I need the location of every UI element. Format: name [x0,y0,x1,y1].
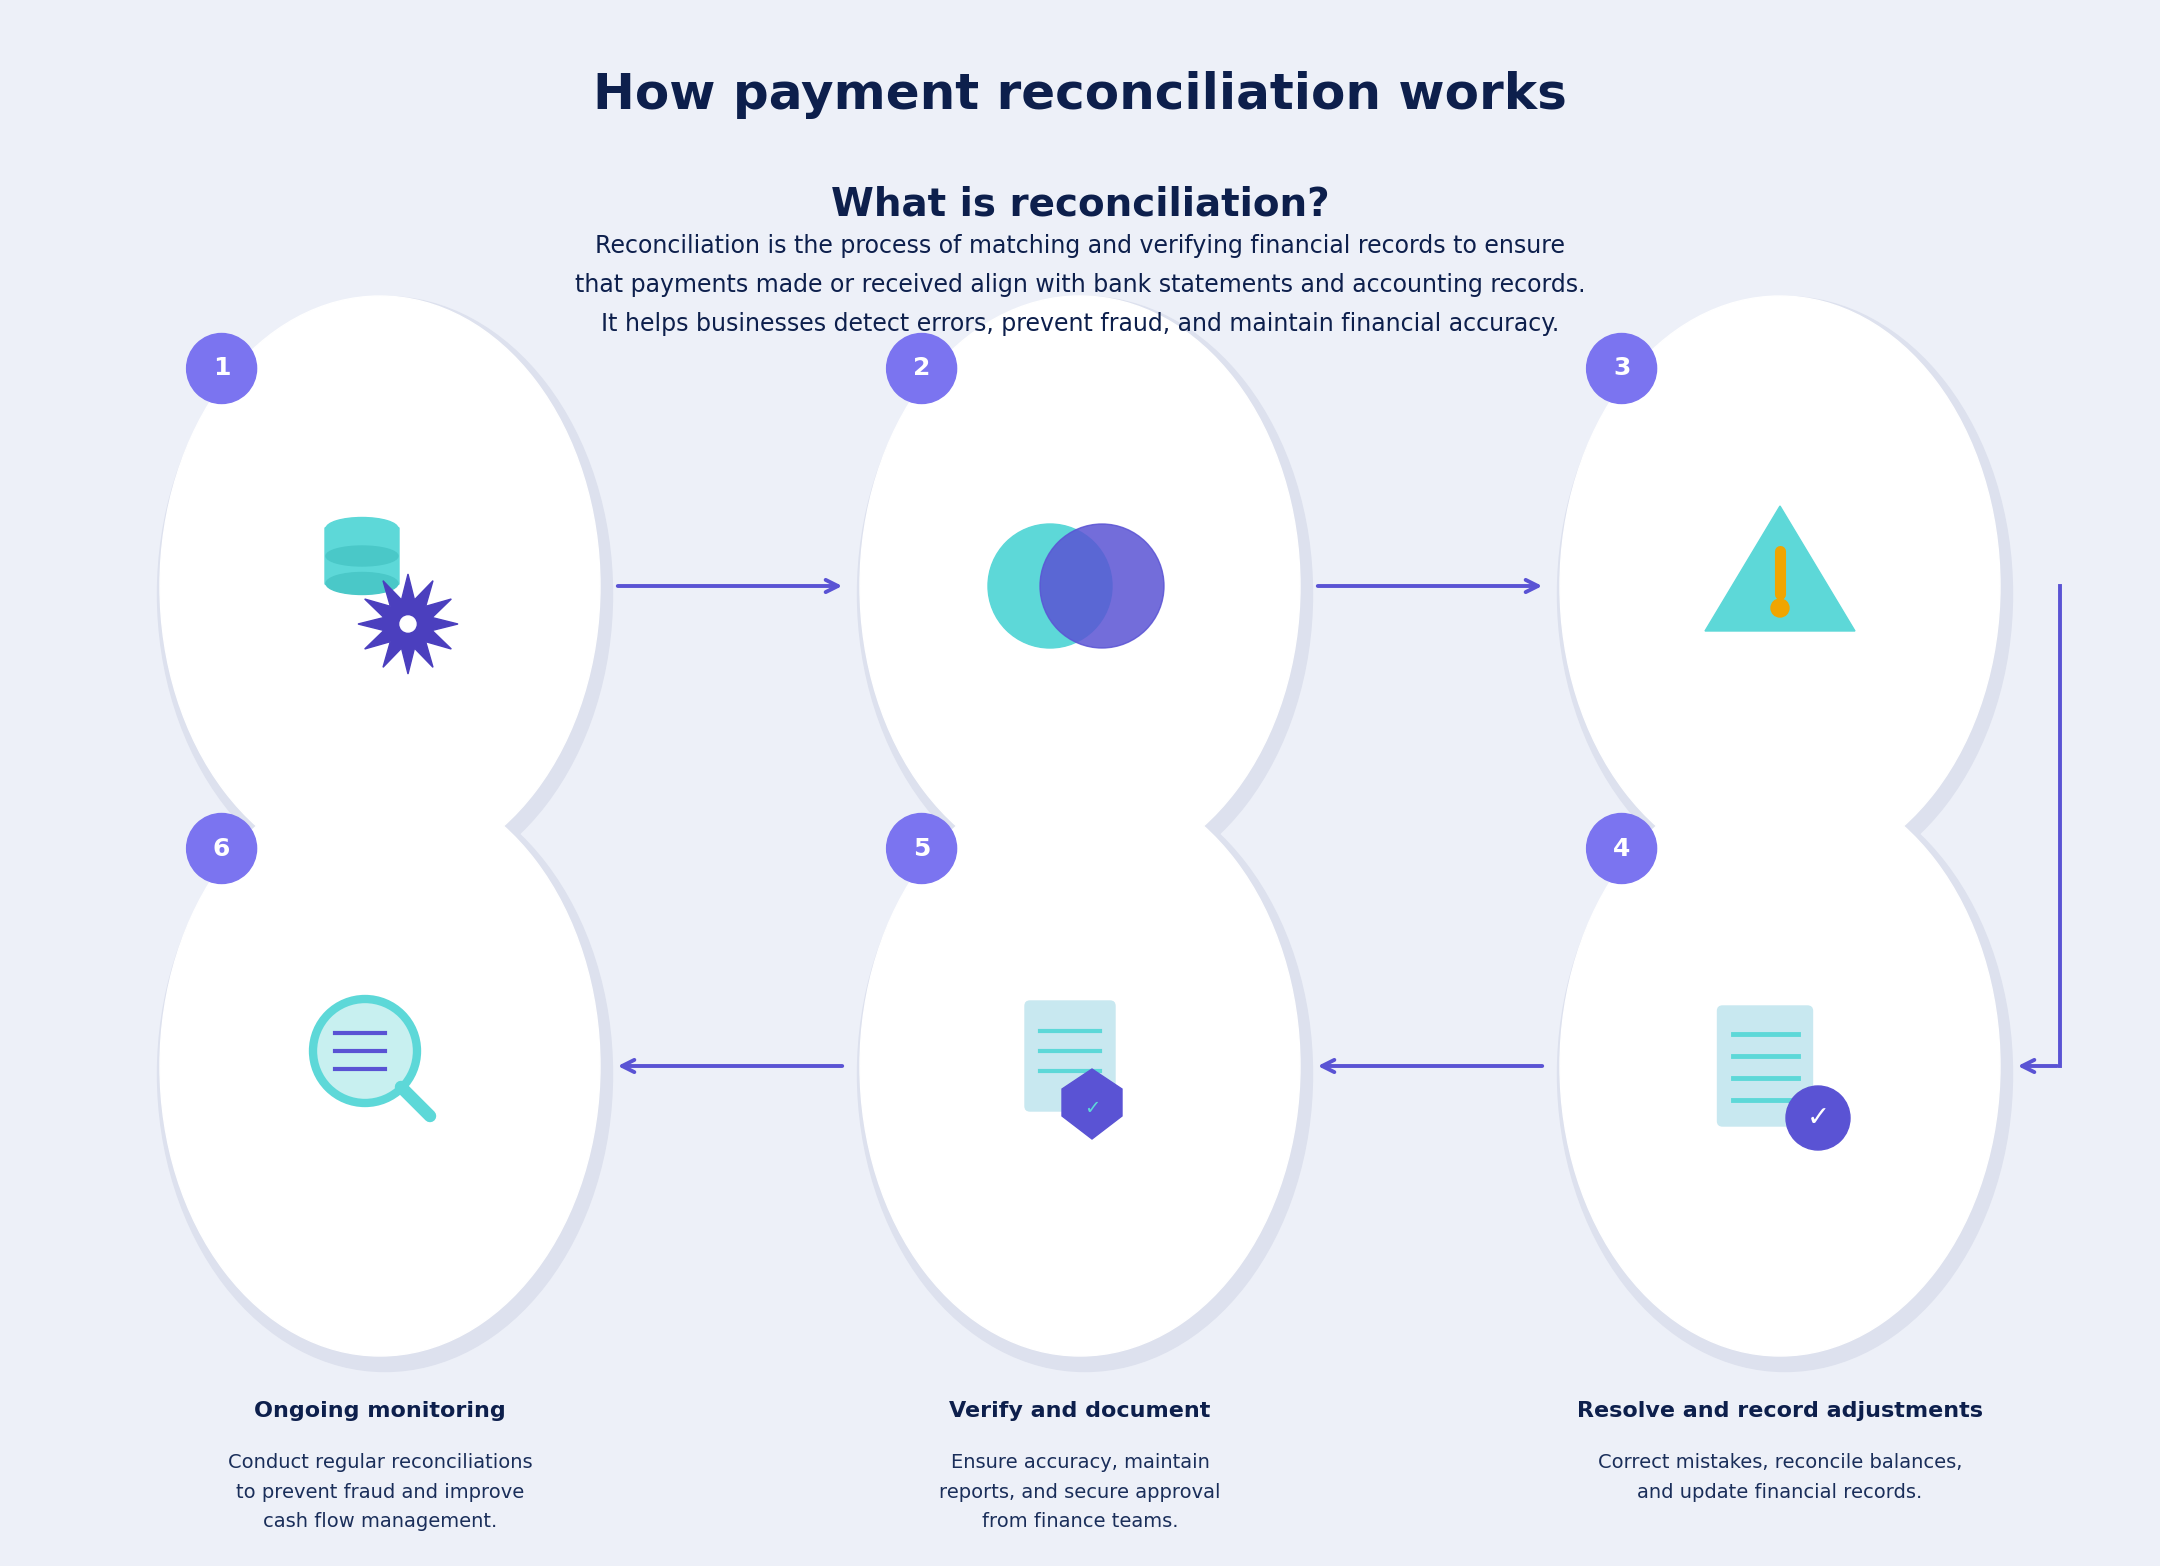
Circle shape [886,334,957,404]
Text: 1: 1 [214,357,231,381]
Circle shape [313,999,417,1102]
Text: Ongoing monitoring: Ongoing monitoring [255,1402,505,1420]
Ellipse shape [1557,296,2013,891]
Text: 6: 6 [214,836,231,860]
Text: Determine causes, such as errors,
fraud, or processing delays.: Determine causes, such as errors, fraud,… [1614,972,1946,1021]
Circle shape [186,813,257,883]
Text: Reconciliation is the process of matching and verifying financial records to ens: Reconciliation is the process of matchin… [575,233,1585,337]
Text: Investigate discrepancies: Investigate discrepancies [1620,921,1942,941]
Text: ✓: ✓ [1084,1099,1099,1118]
FancyBboxPatch shape [1717,1005,1812,1126]
Polygon shape [1063,1070,1121,1138]
Circle shape [987,525,1112,648]
Text: Ensure accuracy, maintain
reports, and secure approval
from finance teams.: Ensure accuracy, maintain reports, and s… [940,1453,1220,1532]
Circle shape [1039,525,1164,648]
Ellipse shape [1557,777,2013,1372]
Ellipse shape [326,573,397,595]
Text: 3: 3 [1614,357,1631,381]
Text: Resolve and record adjustments: Resolve and record adjustments [1577,1402,1983,1420]
Circle shape [186,334,257,404]
FancyBboxPatch shape [1026,1001,1115,1110]
Text: Correct mistakes, reconcile balances,
and update financial records.: Correct mistakes, reconcile balances, an… [1598,1453,1961,1502]
Circle shape [1771,600,1788,617]
Ellipse shape [860,777,1300,1356]
Polygon shape [1704,506,1855,631]
Text: Match transactions: Match transactions [959,921,1201,941]
Ellipse shape [858,296,1313,891]
Ellipse shape [326,547,397,565]
Ellipse shape [860,296,1300,875]
Text: Gather transaction data: Gather transaction data [229,921,531,941]
Text: Conduct regular reconciliations
to prevent fraud and improve
cash flow managemen: Conduct regular reconciliations to preve… [227,1453,531,1532]
Text: ✓: ✓ [1806,1104,1830,1132]
Text: 4: 4 [1614,836,1631,860]
Text: How payment reconciliation works: How payment reconciliation works [594,70,1566,119]
Circle shape [1588,334,1657,404]
Circle shape [886,813,957,883]
Ellipse shape [160,296,600,875]
Circle shape [1786,1085,1849,1149]
Ellipse shape [158,777,613,1372]
Ellipse shape [1560,296,2000,875]
Circle shape [1588,813,1657,883]
Text: 2: 2 [914,357,931,381]
Polygon shape [359,575,458,673]
Text: Collect bank statements, invoices,
and internal accounting records.: Collect bank statements, invoices, and i… [212,972,549,1021]
Ellipse shape [1560,777,2000,1356]
Ellipse shape [158,296,613,891]
FancyBboxPatch shape [324,528,400,584]
Ellipse shape [858,777,1313,1372]
Text: 5: 5 [914,836,931,860]
Circle shape [400,615,417,633]
Text: What is reconciliation?: What is reconciliation? [832,186,1328,224]
Text: Compare financial records
to identify discrepancies.: Compare financial records to identify di… [953,972,1207,1021]
Ellipse shape [160,777,600,1356]
Ellipse shape [326,517,397,540]
Text: Verify and document: Verify and document [948,1402,1212,1420]
